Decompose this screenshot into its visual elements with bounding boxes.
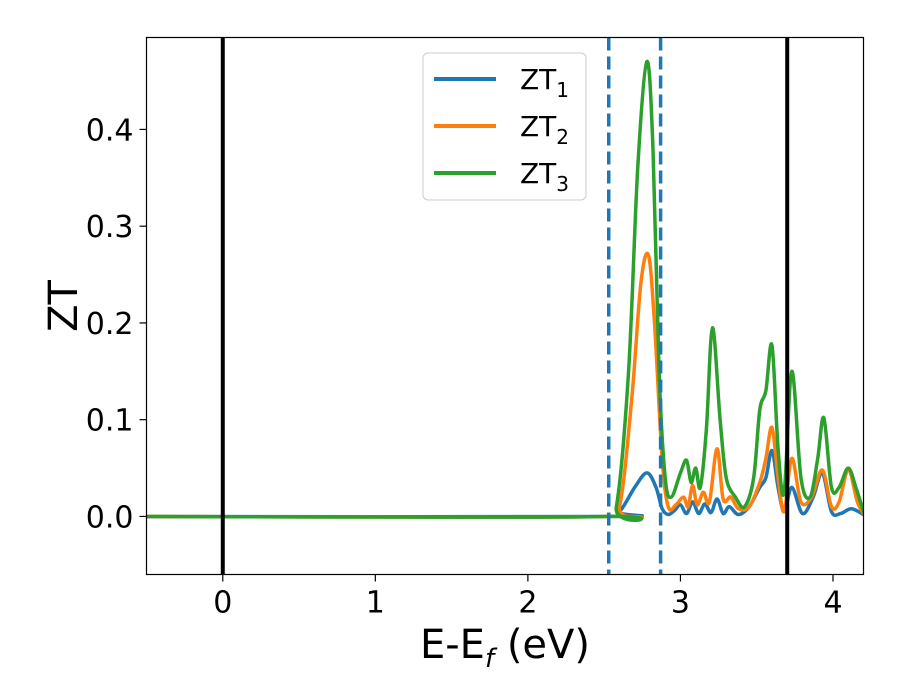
y-tick-label: 0.3 [86, 210, 134, 245]
x-tick-label: 4 [823, 586, 842, 621]
x-tick-label: 1 [366, 586, 385, 621]
series-line-2 [146, 251, 864, 521]
series-line-3 [146, 59, 864, 522]
x-axis-label: E-Ef (eV) [420, 622, 590, 674]
x-tick-label: 0 [213, 586, 232, 621]
x-tick-label: 3 [671, 586, 690, 621]
y-tick-label: 0.2 [86, 307, 134, 342]
legend-box [422, 52, 587, 201]
legend-label-main: ZT [520, 63, 557, 96]
y-tick-label: 0.4 [86, 113, 134, 148]
legend-label-2: ZT2 [520, 110, 569, 149]
legend-label-subscript: 1 [556, 78, 569, 102]
plot-area [146, 37, 864, 575]
legend-label-3: ZT3 [520, 157, 569, 196]
y-tick-label: 0.1 [86, 404, 134, 439]
legend-label-main: ZT [520, 110, 557, 143]
legend-label-main: ZT [520, 157, 557, 190]
x-tick-label: 2 [518, 586, 537, 621]
ticks-layer: 0 1 2 3 4 0.0 0.1 0.2 0.3 0.4 [86, 113, 843, 620]
plot-frame [145, 36, 865, 576]
y-tick-label: 0.0 [86, 500, 134, 535]
x-axis-label-unit: (eV) [494, 622, 590, 668]
legend-label-subscript: 3 [556, 172, 569, 196]
legend-label-subscript: 2 [556, 125, 569, 149]
legend-label-1: ZT1 [520, 63, 569, 102]
series-line-1 [146, 448, 864, 519]
x-axis-label-main: E-E [420, 622, 485, 668]
y-axis-label: ZT [41, 280, 87, 332]
